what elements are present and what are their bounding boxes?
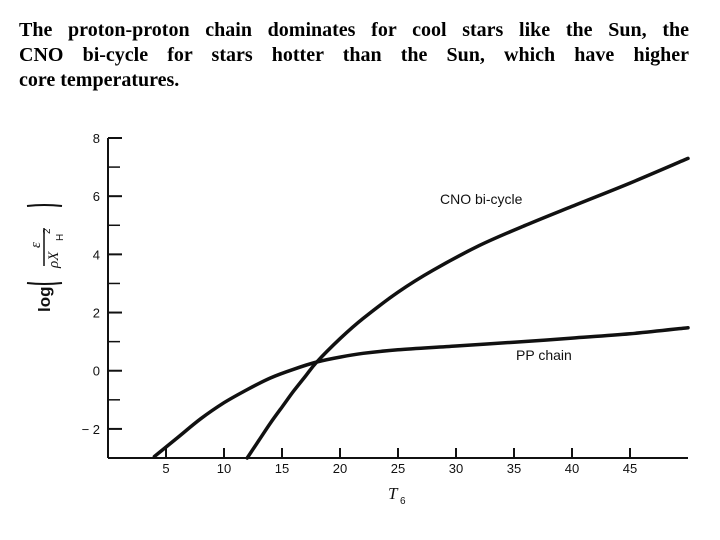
x-axis-title-subscript: 6: [400, 496, 406, 507]
y-tick-label: − 2: [82, 422, 100, 437]
x-tick-label: 15: [275, 461, 289, 476]
x-tick-label: 10: [217, 461, 231, 476]
y-axis-title-numerator: ε: [28, 242, 44, 248]
series-label-pp: PP chain: [516, 347, 572, 363]
y-axis-title: log ε ρX H 2: [26, 204, 66, 313]
series-label-cno: CNO bi-cycle: [440, 191, 523, 207]
y-tick-label: 8: [93, 131, 100, 146]
y-tick-label: 2: [93, 306, 100, 321]
x-axis: 5 10 15 20 25 30 35 40 45: [108, 448, 688, 476]
series-layer: [152, 156, 690, 460]
y-axis-title-denominator: ρX: [46, 251, 62, 269]
y-axis-title-denominator-sub: H: [55, 234, 66, 241]
x-tick-label: 45: [623, 461, 637, 476]
y-tick-label: 6: [93, 189, 100, 204]
y-ticks: 8 6 4 2 0 − 2: [82, 131, 122, 459]
caption-line-1: The proton-proton chain dominates for co…: [19, 19, 689, 41]
x-tick-label: 40: [565, 461, 579, 476]
x-tick-label: 5: [162, 461, 169, 476]
caption-line-2: CNO bi-cycle for stars hotter than the S…: [19, 44, 689, 66]
y-axis-title-open-paren: [26, 282, 63, 285]
y-axis-title-denominator-sup: 2: [42, 228, 53, 234]
x-tick-label: 25: [391, 461, 405, 476]
series-line-cno-bi-cycle: [245, 156, 690, 460]
x-axis-title: T 6: [388, 484, 406, 507]
x-tick-label: 30: [449, 461, 463, 476]
y-axis-title-close-paren: [26, 204, 63, 207]
y-axis: 8 6 4 2 0 − 2: [82, 131, 122, 459]
x-axis-title-t: T: [388, 484, 399, 503]
x-tick-label: 35: [507, 461, 521, 476]
y-tick-label: 4: [93, 247, 100, 262]
caption: The proton-proton chain dominates for co…: [19, 18, 689, 93]
y-axis-title-log: log: [35, 287, 54, 313]
x-tick-label: 20: [333, 461, 347, 476]
x-ticks: 5 10 15 20 25 30 35 40 45: [162, 448, 637, 476]
caption-line-3: core temperatures.: [19, 69, 180, 91]
y-tick-label: 0: [93, 364, 100, 379]
series-line-pp-chain: [152, 325, 690, 459]
